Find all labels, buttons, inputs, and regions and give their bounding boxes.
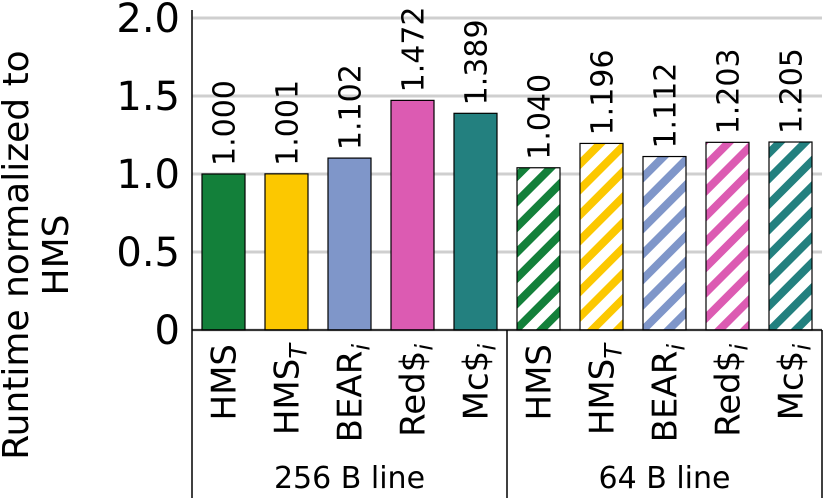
category-subscript: i bbox=[474, 344, 502, 351]
category-name: Mc$ bbox=[772, 351, 812, 421]
category-subscript: i bbox=[663, 344, 691, 351]
category-name: BEAR bbox=[646, 351, 686, 443]
category-subscript: i bbox=[411, 344, 439, 351]
group-label: 64 B line bbox=[599, 461, 731, 496]
x-tick-label: Red$i bbox=[709, 344, 754, 437]
x-tick-label: HMS bbox=[520, 344, 560, 420]
y-tick-label: 1.0 bbox=[116, 152, 180, 198]
x-tick-label: Red$i bbox=[394, 344, 439, 437]
x-tick-label: HMST bbox=[268, 342, 313, 435]
bar bbox=[516, 167, 561, 331]
bar bbox=[264, 173, 309, 331]
category-name: HMS bbox=[268, 359, 308, 435]
value-label: 1.205 bbox=[775, 48, 810, 134]
value-label: 1.102 bbox=[334, 64, 369, 150]
value-label: 1.000 bbox=[208, 80, 243, 166]
bar bbox=[579, 142, 624, 331]
category-name: HMS bbox=[520, 344, 560, 420]
x-tick-label: BEARi bbox=[331, 344, 376, 443]
x-tick-label: Mc$i bbox=[457, 344, 502, 421]
category-subscript: i bbox=[726, 344, 754, 351]
value-label: 1.001 bbox=[271, 80, 306, 166]
bar bbox=[642, 155, 687, 331]
category-subscript: i bbox=[789, 344, 817, 351]
category-name: Red$ bbox=[394, 351, 434, 437]
bar bbox=[768, 141, 813, 331]
value-label: 1.203 bbox=[712, 48, 747, 134]
x-tick-label: BEARi bbox=[646, 344, 691, 443]
category-subscript: T bbox=[285, 342, 313, 359]
x-tick-label: HMS bbox=[205, 344, 245, 420]
value-label: 1.040 bbox=[523, 74, 558, 160]
category-name: Mc$ bbox=[457, 351, 497, 421]
bar bbox=[390, 99, 435, 331]
y-tick-label: 2.0 bbox=[116, 0, 180, 42]
value-label: 1.472 bbox=[397, 6, 432, 92]
y-tick-label: 1.5 bbox=[116, 74, 180, 120]
y-axis-label: HMS bbox=[36, 215, 77, 296]
category-name: Red$ bbox=[709, 351, 749, 437]
group-label: 256 B line bbox=[274, 461, 425, 496]
bar bbox=[327, 157, 372, 331]
category-subscript: T bbox=[600, 342, 628, 359]
value-label: 1.389 bbox=[460, 19, 495, 105]
bar bbox=[705, 141, 750, 331]
bar bbox=[201, 173, 246, 331]
y-axis-label: Runtime normalized to bbox=[0, 50, 37, 459]
value-label: 1.196 bbox=[586, 50, 621, 136]
x-tick-label: Mc$i bbox=[772, 344, 817, 421]
category-name: HMS bbox=[205, 344, 245, 420]
y-tick-label: 0 bbox=[155, 308, 180, 354]
category-name: BEAR bbox=[331, 351, 371, 443]
category-subscript: i bbox=[348, 344, 376, 351]
bar bbox=[453, 112, 498, 331]
y-tick-label: 0.5 bbox=[116, 230, 180, 276]
value-label: 1.112 bbox=[649, 63, 684, 149]
x-tick-label: HMST bbox=[583, 342, 628, 435]
category-name: HMS bbox=[583, 359, 623, 435]
